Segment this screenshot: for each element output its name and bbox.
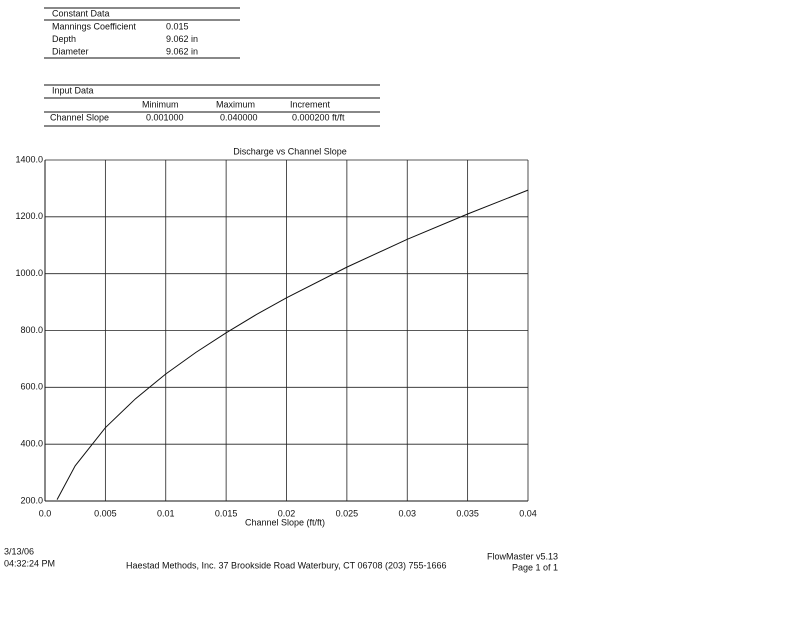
- footer-product: FlowMaster v5.13: [487, 551, 558, 561]
- chart-title: Discharge vs Channel Slope: [233, 146, 347, 156]
- row-label: Channel Slope: [50, 112, 109, 122]
- cell: 0.000200 ft/ft: [292, 112, 345, 122]
- x-tick-label: 0.015: [215, 508, 238, 518]
- y-tick-label: 1200.0: [15, 211, 43, 221]
- footer-company: Haestad Methods, Inc. 37 Brookside Road …: [126, 560, 447, 570]
- data-line: [56, 189, 529, 500]
- y-tick-label: 600.0: [20, 382, 43, 392]
- footer-time: 04:32:24 PM: [4, 558, 55, 568]
- section-title: Constant Data: [52, 8, 110, 18]
- column-header: Increment: [290, 99, 331, 109]
- row-label: Depth: [52, 34, 76, 44]
- y-tick-label: 1000.0: [15, 268, 43, 278]
- x-tick-label: 0.035: [456, 508, 479, 518]
- x-tick-label: 0.0: [39, 508, 52, 518]
- x-tick-label: 0.01: [157, 508, 175, 518]
- row-label: Mannings Coefficient: [52, 21, 136, 31]
- y-tick-label: 800.0: [20, 325, 43, 335]
- x-tick-label: 0.04: [519, 508, 537, 518]
- footer-page: Page 1 of 1: [512, 562, 558, 572]
- x-tick-label: 0.03: [398, 508, 416, 518]
- footer-date: 3/13/06: [4, 546, 34, 556]
- column-header: Minimum: [142, 99, 179, 109]
- row-value: 0.015: [166, 21, 189, 31]
- cell: 0.040000: [220, 112, 258, 122]
- row-label: Diameter: [52, 46, 89, 56]
- cell: 0.001000: [146, 112, 184, 122]
- x-axis-label: Channel Slope (ft/ft): [245, 517, 325, 527]
- column-header: Maximum: [216, 99, 255, 109]
- y-tick-label: 200.0: [20, 495, 43, 505]
- row-value: 9.062 in: [166, 34, 198, 44]
- x-tick-label: 0.025: [336, 508, 359, 518]
- x-tick-label: 0.02: [278, 508, 296, 518]
- y-tick-label: 1400.0: [15, 154, 43, 164]
- section-title: Input Data: [52, 85, 94, 95]
- x-tick-label: 0.005: [94, 508, 117, 518]
- y-tick-label: 400.0: [20, 439, 43, 449]
- row-value: 9.062 in: [166, 46, 198, 56]
